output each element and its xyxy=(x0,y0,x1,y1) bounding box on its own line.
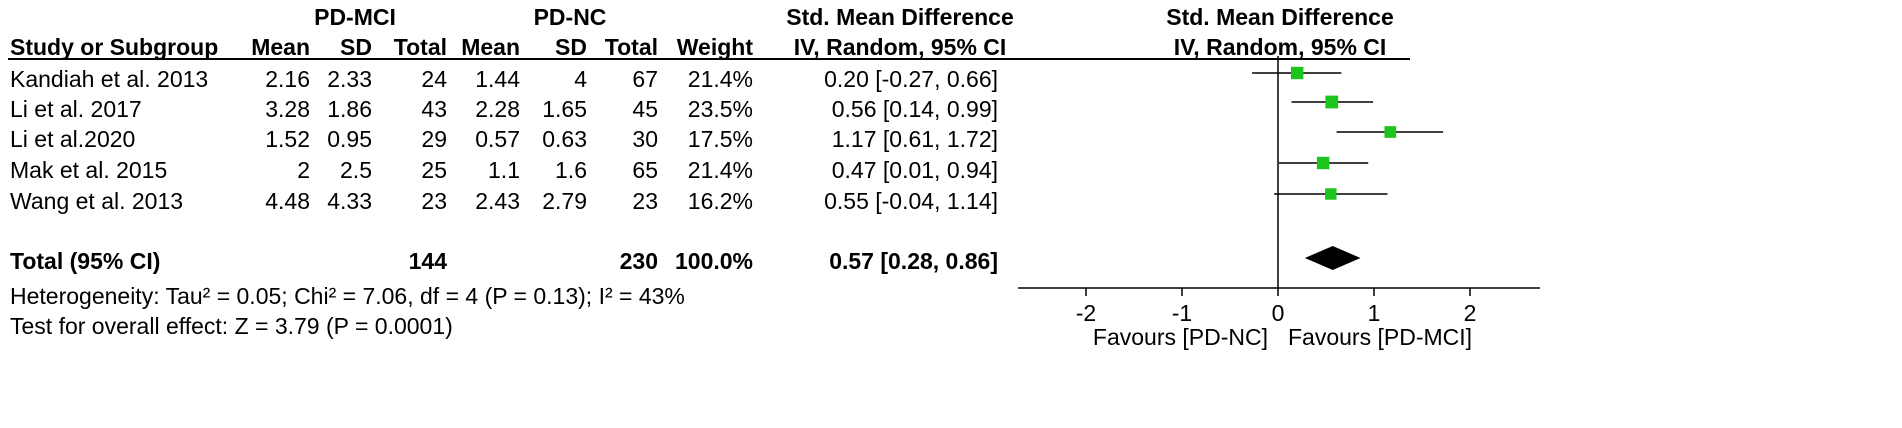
mean2-column-header: Mean xyxy=(461,34,520,60)
total1-cell: 24 xyxy=(421,66,447,92)
total2-cell: 67 xyxy=(632,66,658,92)
ci-cell: 1.17 [0.61, 1.72] xyxy=(831,126,998,152)
total1-cell: 23 xyxy=(421,188,447,214)
effect-point xyxy=(1325,188,1337,200)
study-markers xyxy=(1252,66,1444,200)
total2-cell: 45 xyxy=(632,96,658,122)
x-axis-ticks: -2 -1 0 1 2 xyxy=(1076,288,1477,326)
total1-cell: 43 xyxy=(421,96,447,122)
mean1-cell: 4.48 xyxy=(265,188,310,214)
weight-cell: 23.5% xyxy=(687,96,753,122)
favours-right-label: Favours [PD-MCI] xyxy=(1288,324,1472,350)
study-name: Kandiah et al. 2013 xyxy=(10,66,209,92)
sd1-cell: 2.5 xyxy=(340,157,372,183)
mean2-cell: 1.1 xyxy=(488,157,520,183)
total2-cell: 30 xyxy=(632,126,658,152)
weight-cell: 21.4% xyxy=(687,66,753,92)
sd2-cell: 0.63 xyxy=(542,126,587,152)
total1-cell: 25 xyxy=(421,157,447,183)
total2-column-header: Total xyxy=(604,34,658,60)
total-weight: 100.0% xyxy=(674,248,753,274)
mean1-cell: 3.28 xyxy=(265,96,310,122)
weight-cell: 21.4% xyxy=(687,157,753,183)
x-tick-label: 1 xyxy=(1368,300,1381,326)
total2-cell: 23 xyxy=(632,188,658,214)
sd1-cell: 4.33 xyxy=(327,188,372,214)
study-name: Mak et al. 2015 xyxy=(10,157,168,183)
total1-cell: 29 xyxy=(421,126,447,152)
study-column-header: Study or Subgroup xyxy=(10,34,219,60)
sd1-cell: 0.95 xyxy=(327,126,372,152)
mean2-cell: 2.28 xyxy=(475,96,520,122)
sd1-cell: 2.33 xyxy=(327,66,372,92)
total-n1: 144 xyxy=(408,248,447,274)
x-tick-label: -2 xyxy=(1076,300,1096,326)
plot-header-top: Std. Mean Difference xyxy=(1166,4,1394,30)
ci-cell: 0.20 [-0.27, 0.66] xyxy=(824,66,998,92)
group2-header: PD-NC xyxy=(533,4,607,30)
total-label: Total (95% CI) xyxy=(10,248,161,274)
study-name: Li et al.2020 xyxy=(10,126,136,152)
mean2-cell: 2.43 xyxy=(475,188,520,214)
favours-left-label: Favours [PD-NC] xyxy=(1093,324,1268,350)
mean2-cell: 1.44 xyxy=(475,66,520,92)
effect-point xyxy=(1325,95,1339,109)
mean1-cell: 2 xyxy=(297,157,310,183)
weight-cell: 16.2% xyxy=(687,188,753,214)
group1-header: PD-MCI xyxy=(314,4,396,30)
weight-column-header: Weight xyxy=(676,34,753,60)
x-tick-label: -1 xyxy=(1172,300,1192,326)
x-tick-label: 2 xyxy=(1464,300,1477,326)
mean1-column-header: Mean xyxy=(251,34,310,60)
total-ci: 0.57 [0.28, 0.86] xyxy=(829,248,998,274)
total1-column-header: Total xyxy=(393,34,447,60)
ci-cell: 0.55 [-0.04, 1.14] xyxy=(824,188,998,214)
heterogeneity-text: Heterogeneity: Tau² = 0.05; Chi² = 7.06,… xyxy=(10,283,685,309)
smd-method-header: IV, Random, 95% CI xyxy=(793,34,1007,60)
effect-point xyxy=(1290,66,1304,80)
ci-cell: 0.47 [0.01, 0.94] xyxy=(831,157,998,183)
sd2-column-header: SD xyxy=(555,34,587,60)
mean1-cell: 1.52 xyxy=(265,126,310,152)
smd-header-top: Std. Mean Difference xyxy=(786,4,1014,30)
ci-cell: 0.56 [0.14, 0.99] xyxy=(831,96,998,122)
sd1-column-header: SD xyxy=(340,34,372,60)
sd2-cell: 4 xyxy=(574,66,587,92)
overall-effect-text: Test for overall effect: Z = 3.79 (P = 0… xyxy=(10,313,453,339)
sd2-cell: 2.79 xyxy=(542,188,587,214)
total2-cell: 65 xyxy=(632,157,658,183)
mean2-cell: 0.57 xyxy=(475,126,520,152)
effect-point xyxy=(1316,156,1330,170)
sd2-cell: 1.65 xyxy=(542,96,587,122)
plot-method-header: IV, Random, 95% CI xyxy=(1173,34,1387,60)
study-name: Wang et al. 2013 xyxy=(10,188,184,214)
x-tick-label: 0 xyxy=(1272,300,1285,326)
mean1-cell: 2.16 xyxy=(265,66,310,92)
sd2-cell: 1.6 xyxy=(555,157,587,183)
total-n2: 230 xyxy=(619,248,658,274)
weight-cell: 17.5% xyxy=(687,126,753,152)
sd1-cell: 1.86 xyxy=(327,96,372,122)
study-name: Li et al. 2017 xyxy=(10,96,142,122)
effect-point xyxy=(1384,126,1397,138)
pooled-diamond xyxy=(1304,246,1361,270)
